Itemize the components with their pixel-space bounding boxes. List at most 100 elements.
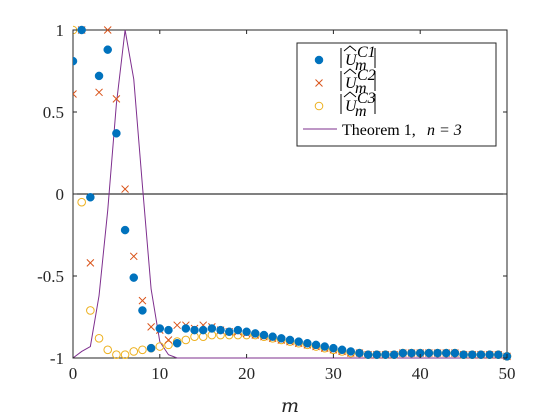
series-1-point	[120, 225, 130, 235]
series-1-point	[155, 324, 165, 333]
series-3-point	[164, 340, 173, 350]
series-1-point	[363, 350, 373, 359]
series-2-point	[73, 90, 77, 98]
legend-u-symbol: U	[345, 75, 358, 92]
plot-area	[72, 25, 512, 361]
cross-stroke	[95, 88, 103, 97]
legend-hat	[343, 68, 357, 75]
x-tick-label: 20	[238, 364, 255, 383]
series-1-markers	[73, 25, 512, 361]
series-1-point	[268, 332, 277, 341]
legend-subscript: m	[355, 57, 367, 74]
legend-label-theorem-math: n = 3	[427, 122, 462, 139]
legend-hat	[343, 45, 357, 52]
series-1-point	[73, 56, 78, 66]
cross-stroke	[86, 259, 95, 267]
series-1-point	[311, 340, 321, 350]
series-1-point	[468, 350, 477, 359]
series-3-point	[77, 197, 86, 207]
legend-subscript: m	[355, 80, 367, 97]
series-1-point	[294, 337, 303, 346]
series-1-point	[233, 325, 243, 335]
series-2-point	[112, 95, 121, 103]
legend-marker-1	[314, 55, 324, 65]
series-theorem-line	[73, 29, 507, 359]
series-1-point	[389, 350, 399, 359]
series-1-point	[381, 350, 390, 359]
series-1-point	[398, 348, 408, 358]
series-2-point	[164, 336, 173, 344]
legend-marker-3	[314, 101, 324, 111]
series-1-point	[207, 324, 217, 333]
legend-label-theorem: Theorem 1,	[342, 122, 416, 139]
legend-subscript: m	[355, 103, 367, 120]
cross-stroke	[73, 90, 77, 95]
cross-stroke	[147, 322, 155, 331]
series-2-point	[138, 296, 147, 305]
y-tick-label: -1	[50, 349, 64, 368]
legend-superscript: C1	[357, 44, 376, 61]
series-3-point	[112, 350, 121, 360]
series-1-point	[320, 342, 329, 351]
series-1-point	[407, 348, 416, 358]
series-2-point	[121, 185, 129, 193]
legend-superscript: C3	[357, 90, 376, 107]
series-1-point	[251, 329, 260, 338]
series-1-point	[103, 45, 112, 54]
series-1-point	[164, 325, 173, 335]
x-tick-label: 40	[412, 364, 429, 383]
cross-stroke	[121, 185, 129, 193]
series-3-point	[181, 335, 191, 345]
series-1-point	[441, 348, 451, 358]
series-1-point	[172, 338, 182, 348]
series-1-point	[303, 338, 312, 348]
series-2-point	[86, 259, 95, 267]
series-1-point	[277, 334, 286, 343]
series-3-point	[129, 347, 139, 356]
legend-u-symbol: U	[345, 98, 358, 115]
series-3-point	[155, 342, 165, 351]
series-3-point	[138, 345, 147, 355]
series-1-point	[112, 129, 121, 138]
legend-marker-2	[315, 79, 323, 87]
series-1-point	[329, 343, 338, 353]
series-2-point	[103, 26, 112, 34]
series-1-point	[198, 325, 208, 335]
x-tick-label: 0	[69, 364, 78, 383]
series-3-point	[86, 306, 95, 315]
series-1-point	[138, 306, 147, 315]
series-1-point	[355, 348, 364, 358]
series-1-point	[424, 348, 434, 358]
series-1-point	[433, 348, 442, 358]
series-1-point	[485, 350, 494, 359]
y-tick-label: 0.5	[43, 103, 64, 122]
series-1-point	[285, 335, 295, 345]
series-1-point	[476, 350, 486, 359]
series-2-point	[95, 88, 103, 97]
series-3-point	[103, 345, 113, 355]
y-tick-label: 1	[56, 21, 65, 40]
x-axis-label: m	[281, 395, 299, 417]
series-1-point	[346, 347, 356, 356]
x-tick-label: 10	[151, 364, 168, 383]
series-2-point	[173, 321, 182, 330]
series-1-point	[372, 350, 382, 359]
series-1-point	[77, 25, 86, 35]
series-1-point	[181, 324, 191, 333]
series-1-point	[86, 193, 95, 202]
series-1-point	[242, 327, 251, 337]
series-1-point	[337, 345, 347, 355]
series-1-point	[259, 330, 269, 340]
cross-stroke	[73, 93, 77, 98]
series-1-point	[216, 325, 225, 335]
series-1-point	[129, 273, 139, 282]
cross-stroke	[103, 26, 112, 34]
cross-stroke	[315, 79, 323, 87]
cross-stroke	[138, 296, 147, 305]
legend-u-symbol: U	[345, 52, 358, 69]
series-1-point	[450, 348, 460, 358]
x-tick-label: 50	[499, 364, 516, 383]
series-1-point	[494, 350, 503, 359]
series-1-point	[190, 325, 199, 335]
